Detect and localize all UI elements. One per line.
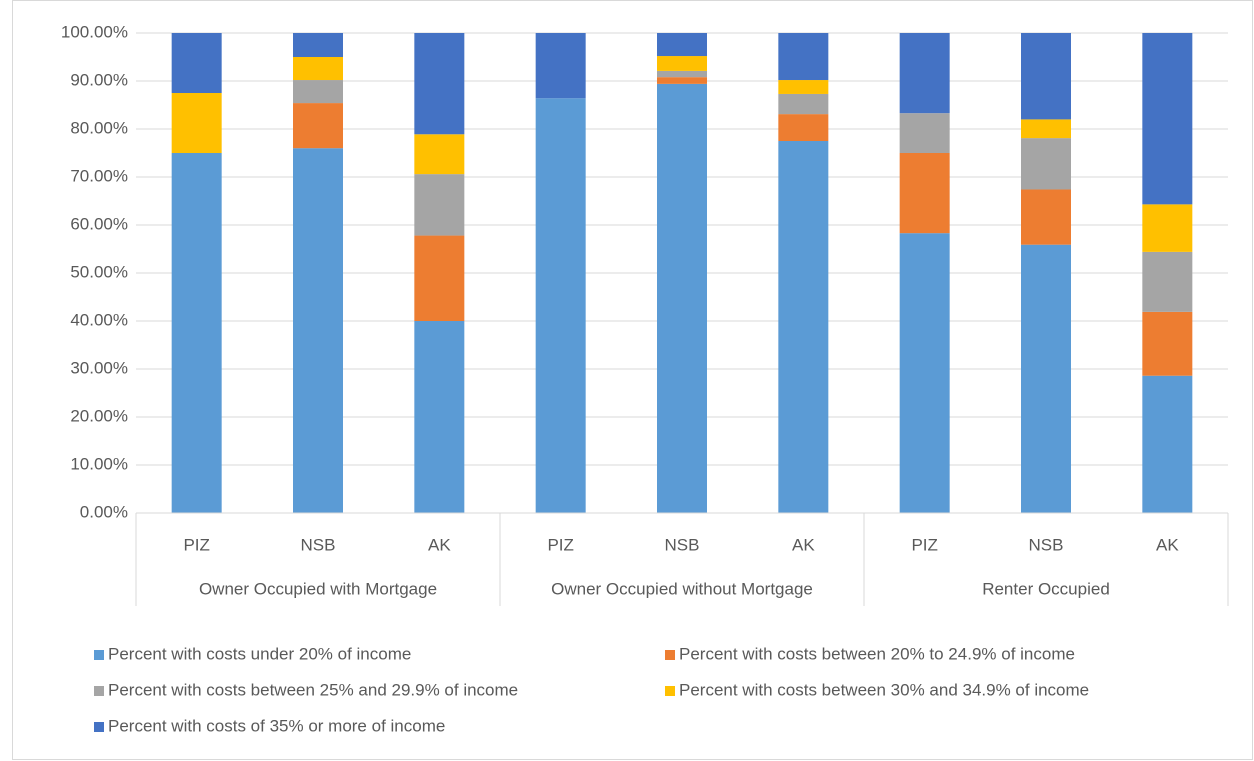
bar-segment: [657, 33, 707, 57]
legend-swatch: [94, 686, 104, 696]
bar-segment: [293, 33, 343, 57]
bar-segment: [1021, 244, 1071, 513]
x-tick-label: NSB: [301, 535, 336, 554]
bar-segment: [414, 174, 465, 236]
bar-segment: [1142, 33, 1193, 205]
legend-swatch: [665, 686, 675, 696]
group-label: Owner Occupied without Mortgage: [551, 579, 813, 598]
bar-segment: [293, 57, 343, 81]
bar-segment: [778, 80, 829, 94]
group-label: Renter Occupied: [982, 579, 1110, 598]
x-tick-label: PIZ: [547, 535, 573, 554]
bar-segment: [899, 153, 950, 234]
y-tick-label: 100.00%: [61, 22, 128, 41]
bar-segment: [293, 80, 343, 104]
y-tick-label: 70.00%: [70, 166, 128, 185]
y-tick-label: 60.00%: [70, 214, 128, 233]
y-tick-label: 50.00%: [70, 262, 128, 281]
legend-swatch: [665, 650, 675, 660]
bar-segment: [414, 134, 465, 175]
bar-segment: [778, 141, 829, 513]
y-tick-label: 10.00%: [70, 454, 128, 473]
bar-segment: [1021, 189, 1071, 245]
x-tick-label: NSB: [1029, 535, 1064, 554]
bar-segment: [657, 83, 707, 513]
bar-segment: [778, 33, 829, 81]
bar-segment: [778, 114, 829, 141]
bar-segment: [1021, 138, 1071, 190]
x-tick-label: AK: [792, 535, 815, 554]
bar-segment: [171, 33, 222, 93]
bar-segment: [171, 93, 222, 153]
bar-segment: [1021, 33, 1071, 120]
bar-segment: [899, 33, 950, 114]
legend-label: Percent with costs between 20% to 24.9% …: [679, 644, 1075, 663]
bar-segment: [1021, 119, 1071, 139]
bar-segment: [293, 103, 343, 149]
y-tick-label: 20.00%: [70, 406, 128, 425]
bar-segment: [535, 98, 586, 513]
bar-segment: [414, 33, 465, 135]
bar-segment: [1142, 251, 1193, 312]
legend-label: Percent with costs between 25% and 29.9%…: [108, 680, 518, 699]
x-tick-label: PIZ: [183, 535, 209, 554]
bar-segment: [657, 56, 707, 71]
y-tick-label: 30.00%: [70, 358, 128, 377]
bar-segment: [1142, 311, 1193, 376]
bar-segment: [657, 70, 707, 78]
bar-segment: [414, 235, 465, 321]
y-tick-label: 40.00%: [70, 310, 128, 329]
x-tick-label: AK: [1156, 535, 1179, 554]
y-tick-label: 90.00%: [70, 70, 128, 89]
bar-segment: [1142, 204, 1193, 252]
bar-segment: [899, 233, 950, 513]
x-tick-label: NSB: [665, 535, 700, 554]
group-label: Owner Occupied with Mortgage: [199, 579, 437, 598]
x-tick-label: PIZ: [911, 535, 937, 554]
legend-swatch: [94, 722, 104, 732]
bar-segment: [778, 93, 829, 115]
bar-segment: [171, 153, 222, 513]
legend-label: Percent with costs of 35% or more of inc…: [108, 716, 445, 735]
legend-label: Percent with costs between 30% and 34.9%…: [679, 680, 1089, 699]
bar-segment: [1142, 375, 1193, 513]
bar-segment: [899, 113, 950, 153]
bar-segment: [657, 77, 707, 84]
y-tick-label: 0.00%: [80, 502, 128, 521]
legend-label: Percent with costs under 20% of income: [108, 644, 411, 663]
bar-segment: [293, 148, 343, 513]
bar-segment: [414, 321, 465, 513]
legend-swatch: [94, 650, 104, 660]
x-tick-label: AK: [428, 535, 451, 554]
chart-border: [12, 0, 1253, 760]
y-tick-label: 80.00%: [70, 118, 128, 137]
bar-segment: [535, 33, 586, 99]
